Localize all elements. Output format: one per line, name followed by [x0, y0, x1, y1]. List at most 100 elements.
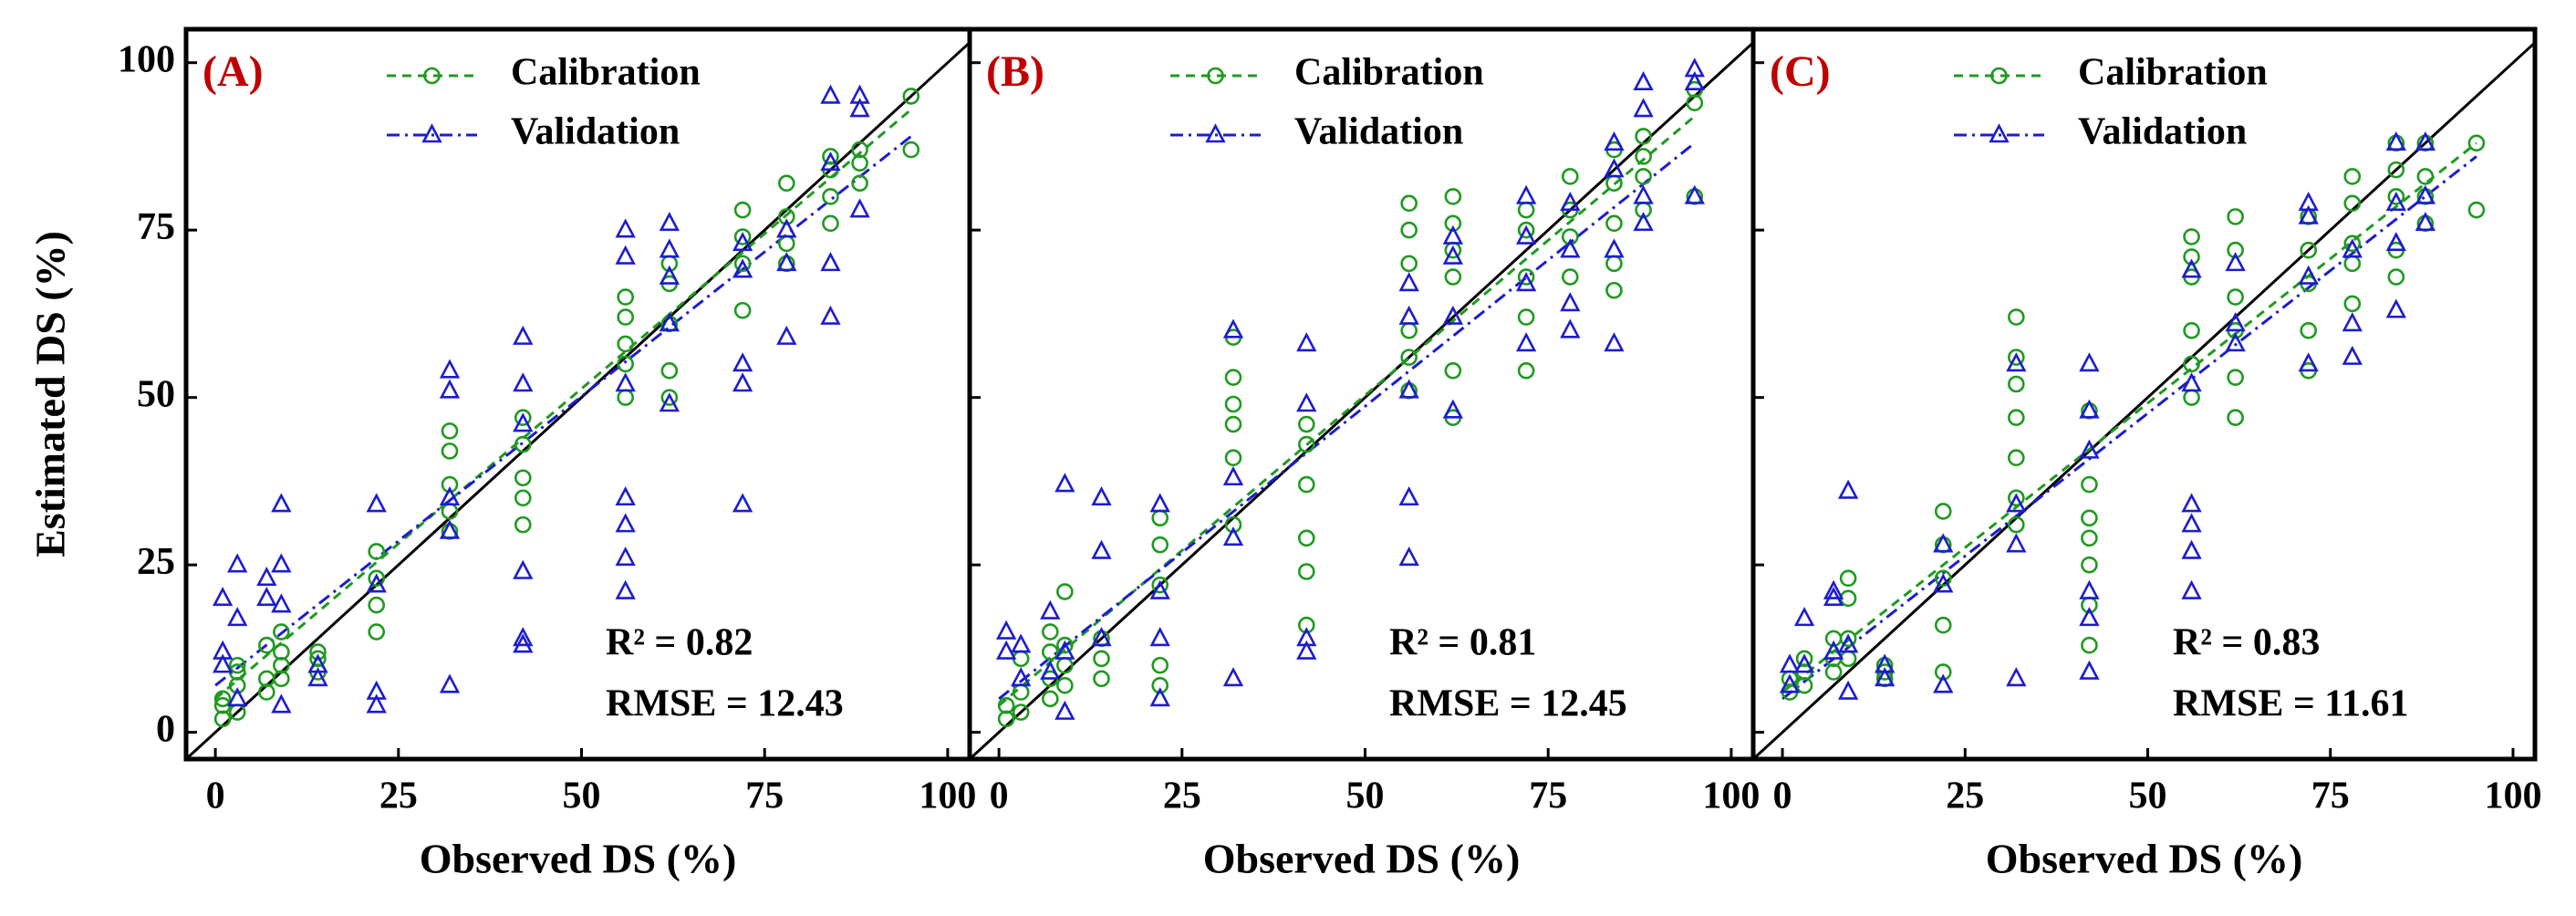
circle-marker	[997, 710, 1015, 728]
circle-marker	[2081, 556, 2098, 574]
circle-marker	[1839, 569, 1857, 588]
circle-marker	[1517, 201, 1535, 219]
triangle-marker	[1149, 687, 1170, 707]
triangle-marker	[1633, 212, 1654, 232]
triangle-marker	[2181, 513, 2202, 533]
circle-marker	[1605, 255, 1623, 273]
x-tick-label: 0	[1773, 775, 1792, 817]
triangle-marker	[1604, 158, 1625, 178]
triangle-marker	[732, 232, 753, 252]
triangle-marker	[1222, 318, 1244, 338]
triangle-marker	[439, 485, 461, 506]
triangle-marker	[1442, 224, 1464, 245]
circle-marker	[2343, 234, 2362, 253]
circle-marker	[851, 154, 868, 172]
triangle-marker	[1684, 57, 1705, 78]
triangle-marker	[732, 372, 753, 392]
circle-marker	[2008, 409, 2025, 426]
triangle-marker	[1091, 485, 1112, 506]
triangle-marker	[2006, 667, 2027, 687]
triangle-marker	[1684, 70, 1705, 91]
triangle-marker	[1793, 607, 1815, 627]
triangle-marker	[513, 627, 534, 647]
triangle-marker	[307, 667, 328, 687]
circle-marker	[1635, 148, 1652, 165]
triangle-marker	[1823, 579, 1844, 599]
circle-marker	[2300, 241, 2318, 259]
triangle-marker	[1604, 332, 1625, 352]
circle-marker	[1224, 395, 1242, 413]
triangle-marker	[256, 567, 277, 587]
triangle-marker	[1515, 224, 1537, 245]
panel-label: (C)	[1770, 47, 1831, 96]
triangle-marker	[2298, 204, 2319, 224]
triangle-marker	[776, 325, 797, 345]
circle-marker	[1839, 630, 1857, 648]
circle-marker	[1561, 168, 1579, 185]
triangle-marker	[1837, 479, 1859, 499]
triangle-marker	[1222, 667, 1244, 687]
triangle-marker	[1296, 627, 1317, 647]
circle-marker	[1056, 583, 1074, 600]
triangle-marker	[366, 680, 387, 700]
circle-marker	[213, 690, 232, 708]
circle-marker	[1795, 676, 1813, 694]
circle-marker	[273, 623, 290, 640]
circle-marker	[1444, 188, 1462, 205]
circle-marker	[1297, 415, 1315, 433]
circle-marker	[1151, 536, 1169, 554]
fit-line	[214, 108, 912, 701]
fit-line	[1781, 155, 2477, 701]
circle-marker	[2343, 295, 2362, 313]
circle-marker	[1934, 663, 1952, 681]
circle-marker	[2183, 355, 2200, 373]
x-tick-label: 25	[379, 775, 418, 817]
triangle-marker	[2079, 660, 2100, 680]
legend-label: Validation	[2078, 111, 2247, 153]
circle-marker	[368, 543, 386, 560]
one-to-one-line	[968, 41, 1755, 761]
circle-marker	[1517, 362, 1535, 380]
circle-marker	[2183, 228, 2200, 245]
circle-marker	[1990, 67, 2008, 85]
triangle-marker	[421, 123, 442, 143]
triangle-marker	[2342, 312, 2363, 332]
triangle-marker	[1442, 305, 1464, 325]
legend-label: Calibration	[1294, 52, 1484, 94]
triangle-marker	[820, 305, 841, 325]
circle-marker	[822, 214, 839, 233]
triangle-marker	[2079, 399, 2100, 419]
triangle-marker	[1442, 399, 1464, 419]
triangle-marker	[1205, 123, 1226, 143]
triangle-marker	[2298, 192, 2319, 212]
triangle-marker	[212, 653, 234, 673]
circle-marker	[273, 656, 290, 674]
circle-marker	[273, 670, 290, 688]
triangle-marker	[1560, 292, 1581, 312]
triangle-marker	[1040, 599, 1061, 619]
circle-marker	[733, 255, 752, 273]
triangle-marker	[1149, 627, 1170, 647]
triangle-marker	[439, 673, 461, 693]
triangle-marker	[1560, 318, 1581, 338]
circle-marker	[2467, 201, 2486, 219]
circle-marker	[1297, 435, 1315, 453]
circle-marker	[1444, 362, 1462, 380]
circle-marker	[1635, 128, 1652, 145]
triangle-marker	[1515, 184, 1537, 204]
triangle-marker	[1398, 379, 1419, 399]
triangle-marker	[2385, 130, 2406, 151]
circle-marker	[514, 489, 532, 507]
x-tick-label: 100	[2484, 775, 2541, 817]
plot-frame	[1750, 26, 2538, 762]
circle-marker	[1224, 369, 1242, 386]
circle-marker	[1224, 415, 1242, 433]
triangle-marker	[1149, 493, 1170, 513]
y-tick-label: 50	[137, 373, 175, 415]
triangle-marker	[513, 412, 534, 432]
triangle-marker	[1011, 633, 1032, 653]
circle-marker	[2008, 489, 2025, 507]
circle-marker	[1686, 94, 1704, 112]
circle-marker	[777, 208, 795, 225]
circle-marker	[2343, 168, 2362, 185]
